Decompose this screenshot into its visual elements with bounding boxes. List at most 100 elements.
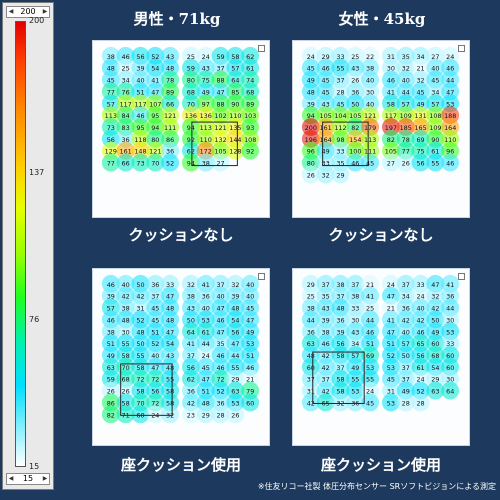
scale-min-spinner[interactable]: ◀ 15 ▶ bbox=[6, 473, 50, 485]
pressure-value-label: 164 bbox=[320, 136, 332, 144]
pressure-value-label: 24 bbox=[387, 281, 395, 289]
pressure-value-label: 108 bbox=[244, 136, 256, 144]
pressure-value-label: 40 bbox=[366, 77, 374, 85]
spin-left-icon[interactable]: ◀ bbox=[8, 475, 14, 482]
pressure-value-label: 55 bbox=[366, 376, 374, 384]
pressure-value-label: 34 bbox=[122, 77, 130, 85]
spin-left-icon[interactable]: ◀ bbox=[8, 8, 14, 15]
pressure-cell bbox=[441, 381, 460, 400]
color-gradient-bar bbox=[15, 21, 26, 467]
pressure-value-label: 42 bbox=[322, 388, 330, 396]
pressure-value-label: 53 bbox=[387, 364, 395, 372]
pressure-value-label: 56 bbox=[231, 328, 239, 336]
pressure-value-label: 47 bbox=[431, 281, 439, 289]
pressure-value-label: 38 bbox=[351, 293, 359, 301]
pressure-value-label: 50 bbox=[187, 316, 195, 324]
pressure-value-label: 62 bbox=[187, 376, 195, 384]
pressure-value-label: 44 bbox=[202, 340, 210, 348]
pressure-value-label: 34 bbox=[402, 293, 410, 301]
pressure-value-label: 53 bbox=[351, 388, 359, 396]
pressure-value-label: 45 bbox=[322, 77, 330, 85]
scale-max-spinner[interactable]: ◀ 200 ▶ bbox=[6, 6, 50, 18]
pressure-value-label: 46 bbox=[446, 65, 454, 73]
panel-checkbox[interactable] bbox=[258, 273, 265, 280]
pressure-value-label: 42 bbox=[431, 305, 439, 313]
pressure-value-label: 41 bbox=[446, 281, 454, 289]
pressure-value-label: 52 bbox=[166, 160, 174, 168]
pressure-value-label: 52 bbox=[387, 352, 395, 360]
caption-male-no-cushion: クッションなし bbox=[128, 226, 234, 244]
spin-right-icon[interactable]: ▶ bbox=[42, 475, 48, 482]
pressure-value-label: 37 bbox=[402, 281, 410, 289]
panel-checkbox[interactable] bbox=[458, 273, 465, 280]
pressure-value-label: 98 bbox=[336, 136, 344, 144]
pressure-value-label: 83 bbox=[122, 124, 130, 132]
pressure-value-label: 58 bbox=[136, 364, 144, 372]
pressure-value-label: 40 bbox=[216, 293, 224, 301]
pressure-value-label: 94 bbox=[187, 160, 195, 168]
pressure-value-label: 179 bbox=[364, 124, 376, 132]
pressure-value-label: 26 bbox=[231, 411, 239, 419]
pressure-value-label: 36 bbox=[351, 88, 359, 96]
pressure-value-label: 96 bbox=[446, 148, 454, 156]
pressure-value-label: 31 bbox=[387, 53, 395, 61]
pressure-value-label: 39 bbox=[307, 100, 315, 108]
pressure-value-label: 108 bbox=[429, 112, 441, 120]
pressure-value-label: 33 bbox=[322, 160, 330, 168]
pressure-value-label: 55 bbox=[351, 376, 359, 384]
scale-min-value: 15 bbox=[22, 474, 34, 483]
pressure-value-label: 51 bbox=[107, 340, 115, 348]
pressure-value-label: 105 bbox=[385, 148, 397, 156]
pressure-value-label: 112 bbox=[334, 124, 346, 132]
pressure-value-label: 28 bbox=[216, 411, 224, 419]
pressure-value-label: 26 bbox=[351, 77, 359, 85]
pressure-value-label: 90 bbox=[431, 136, 439, 144]
pressure-value-label: 43 bbox=[351, 65, 359, 73]
pressure-value-label: 50 bbox=[136, 281, 144, 289]
pressure-value-label: 69 bbox=[366, 352, 374, 360]
pressure-value-label: 41 bbox=[387, 316, 395, 324]
pressure-cell bbox=[316, 393, 335, 412]
pressure-value-label: 31 bbox=[387, 388, 395, 396]
pressure-value-label: 59 bbox=[187, 65, 195, 73]
pressure-value-label: 54 bbox=[431, 364, 439, 372]
pressure-value-label: 37 bbox=[402, 376, 410, 384]
pressure-cell bbox=[241, 393, 260, 412]
pressure-value-label: 26 bbox=[402, 160, 410, 168]
pressure-value-label: 32 bbox=[402, 65, 410, 73]
pressure-value-label: 46 bbox=[322, 340, 330, 348]
pressure-value-label: 41 bbox=[151, 77, 159, 85]
panel-checkbox[interactable] bbox=[258, 45, 265, 52]
pressure-value-label: 64 bbox=[231, 77, 239, 85]
pressure-value-label: 161 bbox=[320, 124, 332, 132]
pressure-value-label: 42 bbox=[416, 316, 424, 324]
pressure-value-label: 46 bbox=[216, 316, 224, 324]
pressure-value-label: 27 bbox=[387, 160, 395, 168]
pressure-cell bbox=[131, 153, 150, 172]
pressure-value-label: 43 bbox=[166, 352, 174, 360]
pressure-value-label: 21 bbox=[416, 65, 424, 73]
spin-right-icon[interactable]: ▶ bbox=[42, 8, 48, 15]
pressure-value-label: 102 bbox=[214, 112, 226, 120]
pressure-value-label: 37 bbox=[322, 281, 330, 289]
pressure-value-label: 40 bbox=[366, 100, 374, 108]
pressure-value-label: 76 bbox=[122, 88, 130, 96]
pressure-value-label: 37 bbox=[336, 293, 344, 301]
pressure-value-label: 46 bbox=[416, 328, 424, 336]
pressure-value-label: 46 bbox=[446, 160, 454, 168]
panel-checkbox[interactable] bbox=[458, 45, 465, 52]
scale-tick-label: 137 bbox=[29, 167, 45, 177]
pressure-value-label: 45 bbox=[366, 399, 374, 407]
pressure-cell bbox=[301, 165, 320, 184]
pressure-value-label: 40 bbox=[402, 77, 410, 85]
pressure-value-label: 45 bbox=[431, 77, 439, 85]
pressure-value-label: 63 bbox=[231, 388, 239, 396]
pressure-value-label: 42 bbox=[402, 316, 410, 324]
pressure-value-label: 34 bbox=[431, 88, 439, 96]
pressure-value-label: 61 bbox=[431, 148, 439, 156]
pressure-value-label: 30 bbox=[387, 65, 395, 73]
pressure-value-label: 64 bbox=[446, 388, 454, 396]
pressure-value-label: 40 bbox=[246, 293, 254, 301]
pressure-value-label: 42 bbox=[322, 352, 330, 360]
pressure-value-label: 32 bbox=[322, 171, 330, 179]
